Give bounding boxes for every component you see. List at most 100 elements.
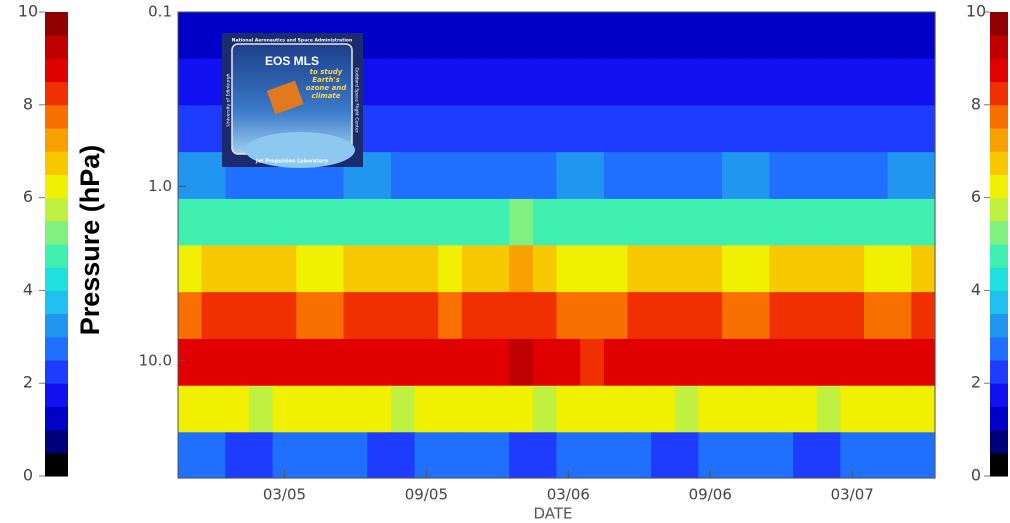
colorbar-tick-label: 8 [23, 94, 33, 113]
heatmap-cell [532, 292, 558, 340]
heatmap-cell [532, 385, 558, 433]
heatmap-cell [485, 152, 510, 200]
heatmap-cell [414, 152, 439, 200]
heatmap-cell [296, 245, 321, 293]
heatmap-cell [438, 58, 463, 106]
heatmap-cell [343, 432, 368, 479]
heatmap-cell [461, 245, 487, 293]
heatmap-cell [178, 58, 203, 106]
heatmap-cell [651, 105, 676, 153]
heatmap-cell [461, 58, 487, 106]
colorbar-segment [45, 267, 68, 291]
heatmap-cell [698, 12, 723, 60]
heatmap-cell [627, 198, 652, 247]
heatmap-cell [485, 245, 510, 293]
heatmap-cell [627, 58, 652, 106]
heatmap-cell [840, 385, 865, 433]
heatmap-cell [201, 105, 226, 153]
heatmap-cell [272, 245, 297, 293]
heatmap-cell [414, 58, 439, 106]
heatmap-cell [248, 292, 274, 340]
heatmap-cell [816, 245, 841, 293]
heatmap-cell [769, 292, 794, 340]
heatmap-cell [509, 152, 534, 200]
heatmap-cell [745, 338, 771, 387]
heatmap-cell [367, 432, 392, 479]
heatmap-cell [769, 385, 794, 433]
heatmap-cell [887, 338, 912, 387]
colorbar-segment [990, 81, 1008, 106]
heatmap-cell [840, 338, 865, 387]
heatmap-cell [178, 338, 203, 387]
heatmap-cell [840, 292, 865, 340]
heatmap-cell [201, 245, 226, 293]
heatmap-cell [793, 432, 818, 479]
logo-left: University of Edinburgh [226, 73, 232, 126]
heatmap-cell [438, 152, 463, 200]
heatmap-cell [438, 245, 463, 293]
colorbar-segment [45, 174, 68, 199]
heatmap-cell [296, 432, 321, 479]
colorbar-tick-label: 0 [23, 466, 33, 485]
heatmap-cell [793, 58, 818, 106]
heatmap-cell [414, 12, 439, 60]
heatmap-cell [556, 58, 581, 106]
heatmap-cell [556, 292, 581, 340]
heatmap-cell [201, 12, 226, 60]
heatmap-cell [674, 105, 700, 153]
heatmap-cell [414, 292, 439, 340]
heatmap-cell [816, 58, 841, 106]
heatmap-cell [319, 432, 345, 479]
heatmap-cell [509, 338, 534, 387]
heatmap-cell [627, 152, 652, 200]
colorbar-segment [990, 406, 1008, 431]
heatmap-cell [745, 385, 771, 433]
heatmap-cell [698, 105, 723, 153]
heatmap-cell [793, 152, 818, 200]
heatmap-cell [911, 245, 936, 293]
colorbar-segment [990, 383, 1008, 407]
heatmap-cell [745, 105, 771, 153]
heatmap-cell [225, 338, 250, 387]
heatmap-cell [272, 338, 297, 387]
colorbar-segment [45, 12, 68, 36]
heatmap-cell [485, 198, 510, 247]
heatmap-cell [769, 12, 794, 60]
heatmap-cell [201, 198, 226, 247]
heatmap-cell [793, 338, 818, 387]
x-axis-title: DATE [533, 505, 572, 523]
y-tick-label: 10.0 [139, 351, 172, 369]
heatmap-cell [319, 292, 345, 340]
heatmap-cell [509, 12, 534, 60]
heatmap-cell [698, 152, 723, 200]
heatmap-cell [769, 152, 794, 200]
logo-tagline: to study Earth's ozone and climate [305, 68, 347, 100]
heatmap-cell [793, 12, 818, 60]
heatmap-cell [864, 198, 889, 247]
heatmap-cell [556, 152, 581, 200]
heatmap-cell [438, 385, 463, 433]
heatmap-cell [178, 292, 203, 340]
heatmap-cell [674, 12, 700, 60]
heatmap-cell [911, 12, 936, 60]
colorbar-tick-label: 8 [971, 94, 981, 113]
heatmap-cell [248, 432, 274, 479]
heatmap-cell [178, 432, 203, 479]
heatmap-cell [390, 12, 416, 60]
heatmap-cell [532, 58, 558, 106]
heatmap-cell [603, 292, 629, 340]
heatmap-cell [887, 292, 912, 340]
heatmap-cell [178, 245, 203, 293]
heatmap-cell [509, 105, 534, 153]
logo-bottom: Jet Propulsion Laboratory [255, 159, 329, 165]
heatmap-cell [769, 338, 794, 387]
heatmap-cell [532, 152, 558, 200]
heatmap-cell [769, 58, 794, 106]
heatmap-cell [651, 12, 676, 60]
x-tick-label: 03/06 [547, 486, 590, 504]
heatmap-cell [840, 58, 865, 106]
heatmap-cell [556, 105, 581, 153]
heatmap-cell [580, 152, 605, 200]
heatmap-cell [580, 432, 605, 479]
heatmap-cell [745, 12, 771, 60]
